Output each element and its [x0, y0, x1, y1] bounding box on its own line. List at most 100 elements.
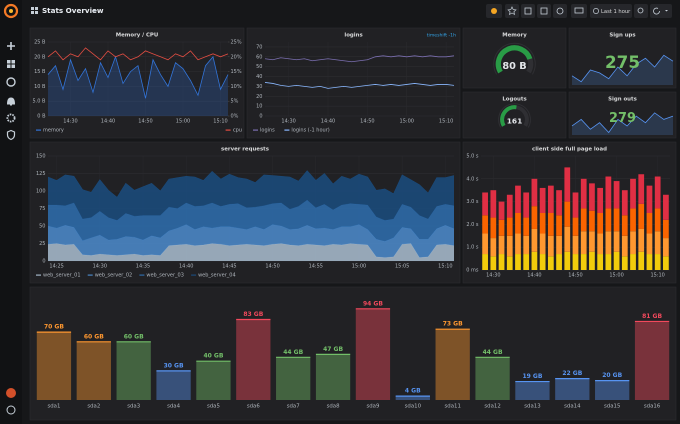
bar-segment: [572, 192, 579, 218]
panel-title[interactable]: Sign outs: [608, 97, 637, 103]
bar-segment: [663, 238, 669, 257]
panel-title[interactable]: Sign ups: [609, 33, 635, 39]
y-tick-label: 5%: [231, 99, 239, 105]
bar-segment: [490, 238, 497, 257]
bar-segment: [523, 254, 530, 270]
user-avatar[interactable]: [6, 388, 16, 398]
bar-segment: [663, 256, 669, 270]
panel-title[interactable]: Memory / CPU: [116, 33, 159, 39]
x-tick-label: sda3: [127, 404, 140, 410]
y-tick-label: 15 B: [34, 69, 46, 75]
y-tick-label: 15%: [231, 69, 242, 75]
legend-label[interactable]: web_server_02: [95, 273, 133, 279]
tv-icon: [574, 7, 584, 14]
star-button[interactable]: [505, 4, 519, 18]
y-tick-label: 50: [39, 224, 45, 230]
dashboard-title[interactable]: Stats Overview: [42, 6, 104, 15]
bar-segment: [597, 213, 604, 234]
value-label: 83 GB: [243, 311, 263, 318]
bar: [276, 357, 311, 400]
bar-segment: [490, 256, 497, 270]
tv-button[interactable]: [571, 4, 587, 18]
bar-segment: [621, 215, 628, 236]
panel-title[interactable]: Memory: [502, 33, 527, 39]
panel: [462, 91, 567, 139]
x-tick-label: sda11: [444, 404, 460, 410]
x-tick-label: 14:45: [222, 264, 236, 270]
help-icon[interactable]: [6, 405, 16, 415]
x-tick-label: 14:55: [309, 264, 323, 270]
legend-label[interactable]: cpu: [233, 128, 242, 134]
bar-segment: [506, 256, 513, 270]
panel-title[interactable]: Logouts: [502, 97, 526, 103]
legend-label[interactable]: logins (-1 hour): [291, 128, 329, 134]
x-tick-label: sda12: [484, 404, 500, 410]
bar-segment: [498, 201, 505, 220]
value-label: 4 GB: [405, 388, 421, 395]
dashboards-icon[interactable]: [7, 60, 15, 68]
admin-icon[interactable]: [6, 129, 16, 141]
title-caret[interactable]: [93, 10, 97, 12]
legend-label[interactable]: logins: [260, 128, 275, 134]
bar-segment: [515, 185, 521, 213]
y-tick-label: 50: [256, 64, 262, 70]
stat-value: 275: [605, 52, 640, 72]
legend-label[interactable]: memory: [43, 128, 64, 134]
zoom-out-button[interactable]: [634, 4, 648, 18]
gauge-value: [495, 45, 533, 74]
bar-segment: [564, 226, 571, 252]
create-icon[interactable]: [7, 42, 15, 50]
y-tick-label: 5.0 s: [466, 154, 479, 160]
series-line: [47, 170, 455, 198]
save-button[interactable]: [537, 4, 551, 18]
time-range[interactable]: Last 1 hour: [601, 9, 631, 15]
bar-segment: [630, 178, 636, 209]
sparkline: [571, 54, 674, 83]
bar-segment: [515, 213, 521, 234]
series-line: [47, 243, 455, 258]
panel-title[interactable]: logins: [344, 33, 362, 39]
gauge-label: 161: [507, 117, 523, 126]
y-tick-label: 10 B: [34, 84, 46, 90]
share-icon: [491, 8, 497, 14]
bar-segment: [523, 217, 530, 236]
time-picker[interactable]: [590, 4, 632, 18]
y-tick-label: 0: [42, 259, 45, 265]
bar-segment: [556, 190, 562, 216]
bar-segment: [646, 254, 653, 270]
legend-swatch: [253, 129, 258, 131]
config-icon[interactable]: [6, 113, 16, 123]
refresh-button[interactable]: [650, 4, 672, 18]
area-fill: [48, 224, 454, 258]
legend-label[interactable]: web_server_01: [43, 273, 81, 279]
y-tick-label: 150: [36, 154, 46, 160]
bar-segment: [638, 228, 645, 252]
bar-segment: [646, 233, 653, 255]
panel: [29, 27, 245, 139]
legend-label[interactable]: web_server_04: [198, 273, 236, 279]
bar-segment: [589, 251, 595, 270]
bar-segment: [638, 203, 645, 229]
y-tick-label: 20 B: [34, 54, 46, 60]
x-tick-label: 14:35: [136, 264, 150, 270]
y-tick-label: 70: [256, 44, 262, 50]
x-tick-label: 15:10: [213, 119, 227, 125]
x-tick-label: 14:30: [63, 119, 77, 125]
explore-icon[interactable]: [6, 77, 16, 87]
logo[interactable]: [3, 3, 19, 19]
bar-segment: [613, 208, 620, 232]
settings-button[interactable]: [553, 4, 567, 18]
legend-label[interactable]: web_server_03: [146, 273, 184, 279]
bar-segment: [482, 233, 488, 255]
bar: [555, 378, 590, 400]
x-tick-label: 14:40: [101, 119, 115, 125]
bar-segment: [621, 235, 628, 257]
x-tick-label: sda13: [524, 404, 540, 410]
stat-value: 279: [609, 111, 636, 126]
share-link-button[interactable]: [521, 4, 535, 18]
alerting-icon[interactable]: [6, 97, 16, 106]
area-fill: [48, 170, 454, 221]
panel-title[interactable]: client side full page load: [532, 147, 607, 153]
panel-title[interactable]: server requests: [221, 147, 269, 153]
